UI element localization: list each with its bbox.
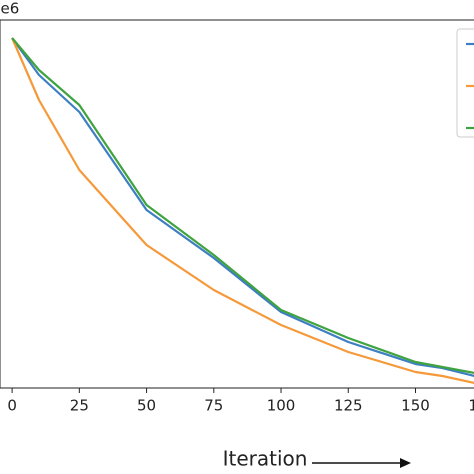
legend-box	[456, 28, 474, 138]
x-label-arrow	[312, 458, 411, 468]
x-axis-label: Iteration	[223, 447, 308, 471]
series-line	[11, 37, 474, 377]
x-tick-label: 50	[137, 397, 156, 415]
offset-text: 1e6	[0, 0, 19, 18]
plot-frame	[0, 19, 474, 389]
series-line	[11, 37, 474, 374]
x-tick-label: 150	[401, 397, 430, 415]
x-tick-label: 125	[334, 397, 363, 415]
x-tick-label: 0	[7, 397, 17, 415]
x-tick-label: 75	[204, 397, 223, 415]
x-tick-label: 175	[468, 397, 474, 415]
series-line	[11, 37, 474, 384]
x-tick-label: 100	[267, 397, 296, 415]
x-tick-label: 25	[70, 397, 89, 415]
